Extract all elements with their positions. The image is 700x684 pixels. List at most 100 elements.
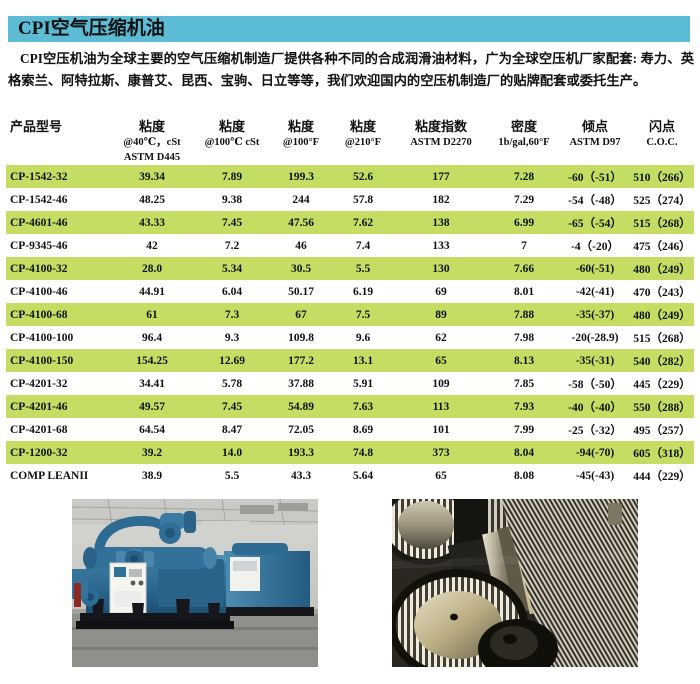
- cell-pour-point: -60(-51): [575, 262, 615, 275]
- cell-pour-point: -4（-20）: [571, 240, 619, 253]
- table-row[interactable]: CP-4100-68 61 7.3 67 7.5 89 7.88 -35(-37) 480（24…: [6, 303, 694, 326]
- column-header-pour-point: 倾点 ASTM D97: [560, 118, 630, 165]
- cell-density: 7.88: [513, 308, 535, 321]
- column-subtitle: @40℃，cSt: [123, 137, 181, 148]
- table-row[interactable]: CP-4201-46 49.57 7.45 54.89 7.63 113 7.93 -40（-…: [6, 395, 694, 418]
- cell-model: CP-4100-68: [10, 308, 68, 321]
- cell-model: CP-4201-68: [10, 423, 68, 436]
- cell-viscosity-210f: 8.69: [352, 423, 374, 436]
- cell-flash-point: 495（257）: [633, 424, 691, 437]
- cell-viscosity-index: 89: [435, 308, 447, 321]
- page-title-bar: CPI空气压缩机油: [8, 16, 690, 42]
- column-subtitle-2: ASTM D445: [123, 152, 181, 163]
- cell-viscosity-index: 138: [432, 216, 450, 229]
- cell-viscosity-40c: 49.57: [139, 400, 165, 413]
- cell-viscosity-100c: 7.2: [224, 239, 240, 252]
- cell-viscosity-40c: 28.0: [141, 262, 163, 275]
- cell-viscosity-index: 109: [432, 377, 450, 390]
- cell-viscosity-100c: 7.3: [224, 308, 240, 321]
- cell-density: 7.93: [513, 400, 535, 413]
- column-subtitle: C.O.C.: [646, 137, 678, 148]
- spec-table-header: 产品型号 粘度 @40℃，cSt ASTM D445 粘度 @100℃ cSt: [6, 118, 694, 165]
- header-row: 产品型号 粘度 @40℃，cSt ASTM D445 粘度 @100℃ cSt: [6, 118, 694, 165]
- cell-viscosity-100f: 37.88: [288, 377, 314, 390]
- cell-viscosity-100c: 5.5: [224, 469, 240, 482]
- cell-viscosity-index: 113: [432, 400, 450, 413]
- cell-viscosity-40c: 61: [146, 308, 158, 321]
- cell-viscosity-index: 130: [432, 262, 450, 275]
- cell-pour-point: -35(-31): [575, 354, 615, 367]
- cell-viscosity-100c: 6.04: [221, 285, 243, 298]
- cell-viscosity-index: 182: [432, 193, 450, 206]
- cell-flash-point: 550（288）: [633, 401, 691, 414]
- cell-viscosity-100f: 72.05: [288, 423, 314, 436]
- cell-viscosity-100c: 14.0: [221, 446, 243, 459]
- table-row[interactable]: CP-1200-32 39.2 14.0 193.3 74.8 373 8.04 -94(-7…: [6, 441, 694, 464]
- cell-model: CP-4100-46: [10, 285, 68, 298]
- column-header-density: 密度 1b/gal,60°F: [488, 118, 560, 165]
- column-title: 粘度: [138, 119, 165, 134]
- cell-viscosity-210f: 9.6: [355, 331, 371, 344]
- table-row[interactable]: CP-9345-46 42 7.2 46 7.4 133 7 -4（-20） 475（246）: [6, 234, 694, 257]
- table-row[interactable]: CP-1542-32 39.34 7.89 199.3 52.6 177 7.28 -60（-…: [6, 165, 694, 188]
- column-header-viscosity-210f: 粘度 @210°F: [332, 118, 394, 165]
- table-row[interactable]: CP-4201-32 34.41 5.78 37.88 5.91 109 7.85 -58（-…: [6, 372, 694, 395]
- cell-density: 7.28: [513, 170, 535, 183]
- cell-viscosity-210f: 7.4: [355, 239, 371, 252]
- spec-table: 产品型号 粘度 @40℃，cSt ASTM D445 粘度 @100℃ cSt: [6, 118, 694, 487]
- cell-viscosity-100f: 109.8: [288, 331, 314, 344]
- table-row[interactable]: CP-4100-46 44.91 6.04 50.17 6.19 69 8.01 -42(-4…: [6, 280, 694, 303]
- table-row[interactable]: COMP LEANII 38.9 5.5 43.3 5.64 65 8.08 -45(-43)…: [6, 464, 694, 487]
- cell-viscosity-index: 62: [435, 331, 447, 344]
- cell-viscosity-210f: 57.8: [352, 193, 374, 206]
- cell-viscosity-100c: 7.45: [221, 216, 243, 229]
- table-row[interactable]: CP-4201-68 64.54 8.47 72.05 8.69 101 7.99 -25（-…: [6, 418, 694, 441]
- cell-viscosity-index: 65: [435, 354, 447, 367]
- table-row[interactable]: CP-4100-100 96.4 9.3 109.8 9.6 62 7.98 -20(-28.…: [6, 326, 694, 349]
- cell-viscosity-100c: 7.45: [221, 400, 243, 413]
- cell-model: CP-9345-46: [10, 239, 68, 252]
- cell-viscosity-100f: 244: [292, 193, 310, 206]
- cell-viscosity-index: 69: [435, 285, 447, 298]
- cell-pour-point: -42(-41): [575, 285, 615, 298]
- cell-viscosity-40c: 39.2: [141, 446, 163, 459]
- intro-paragraph: CPI空压机油为全球主要的空气压缩机制造厂提供各种不同的合成润滑油材料，广为全球…: [8, 51, 694, 88]
- cell-viscosity-100f: 199.3: [288, 170, 314, 183]
- cell-flash-point: 515（268）: [633, 332, 691, 345]
- table-row[interactable]: CP-4100-32 28.0 5.34 30.5 5.5 130 7.66 -60(-51)…: [6, 257, 694, 280]
- cell-viscosity-index: 65: [435, 469, 447, 482]
- cell-pour-point: -45(-43): [575, 469, 615, 482]
- cell-viscosity-210f: 7.62: [352, 216, 374, 229]
- cell-viscosity-40c: 38.9: [141, 469, 163, 482]
- cell-viscosity-100c: 5.34: [221, 262, 243, 275]
- table-row[interactable]: CP-4601-46 43.33 7.45 47.56 7.62 138 6.99 -65（-…: [6, 211, 694, 234]
- cell-density: 8.08: [513, 469, 535, 482]
- column-subtitle: @100℃ cSt: [204, 137, 260, 148]
- table-row[interactable]: CP-1542-46 48.25 9.38 244 57.8 182 7.29 -54（-48…: [6, 188, 694, 211]
- cell-flash-point: 445（229）: [633, 378, 691, 391]
- cell-viscosity-210f: 5.64: [352, 469, 374, 482]
- cell-viscosity-210f: 74.8: [352, 446, 374, 459]
- cell-density: 8.01: [513, 285, 535, 298]
- table-row[interactable]: CP-4100-150 154.25 12.69 177.2 13.1 65 8.13 -35…: [6, 349, 694, 372]
- cell-viscosity-210f: 5.91: [352, 377, 374, 390]
- cell-flash-point: 525（274）: [633, 194, 691, 207]
- cell-viscosity-index: 373: [432, 446, 450, 459]
- cell-viscosity-40c: 39.34: [139, 170, 165, 183]
- cell-viscosity-100f: 46: [295, 239, 307, 252]
- cell-pour-point: -65（-54）: [568, 217, 622, 230]
- column-title: 粘度指数: [414, 119, 467, 134]
- cell-viscosity-100f: 30.5: [290, 262, 312, 275]
- cell-density: 7: [521, 239, 527, 252]
- cell-viscosity-100f: 193.3: [288, 446, 314, 459]
- cell-model: CP-4601-46: [10, 216, 68, 229]
- cell-density: 7.85: [513, 377, 535, 390]
- cell-viscosity-210f: 7.5: [355, 308, 371, 321]
- cell-flash-point: 605（318）: [633, 447, 691, 460]
- page-title: CPI空气压缩机油: [18, 18, 165, 39]
- column-header-viscosity-40c: 粘度 @40℃，cSt ASTM D445: [110, 118, 194, 165]
- cell-viscosity-index: 101: [432, 423, 450, 436]
- column-header-model: 产品型号: [6, 118, 110, 165]
- cell-pour-point: -60（-51）: [568, 171, 622, 184]
- cell-viscosity-40c: 96.4: [141, 331, 163, 344]
